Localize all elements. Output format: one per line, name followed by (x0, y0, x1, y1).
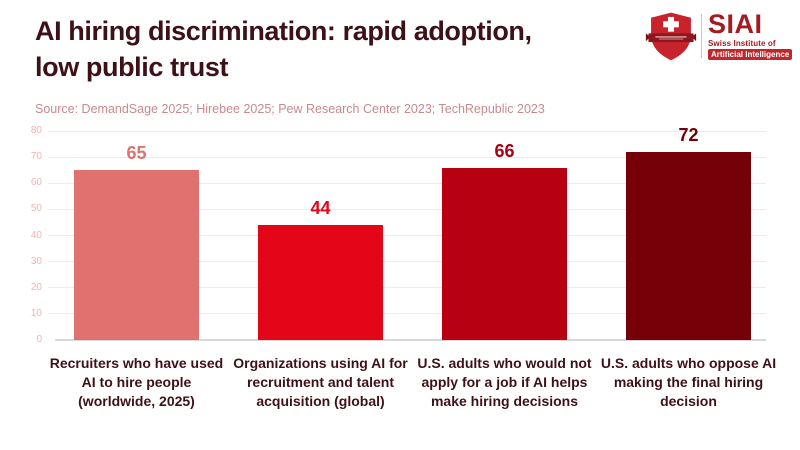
y-tick-label: 80 (30, 125, 42, 136)
y-tick-label: 40 (30, 229, 42, 241)
x-axis-line (55, 339, 766, 341)
bar (74, 170, 199, 340)
category-label: Recruiters who have used AI to hire peop… (49, 355, 224, 410)
bar-value-label: 65 (126, 143, 147, 164)
gridline (48, 287, 766, 289)
category-label: Organizations using AI for recruitment a… (233, 355, 408, 410)
bar (626, 151, 751, 340)
bar (442, 167, 567, 340)
siai-logo: SIAI Swiss Institute of Artificial Intel… (645, 8, 793, 62)
category-label: U.S. adults who oppose AI making the fin… (600, 355, 777, 410)
y-tick-label: 20 (30, 281, 42, 293)
logo-divider (701, 14, 702, 58)
bar-value-label: 44 (310, 198, 331, 219)
y-tick-label: 70 (30, 151, 42, 163)
bar (258, 225, 383, 340)
category-label: U.S. adults who would not apply for a jo… (417, 355, 592, 410)
logo-subtitle-2: Artificial Intelligence (708, 49, 793, 61)
page-title: AI hiring discrimination: rapid adoption… (35, 14, 635, 85)
title-line-1: AI hiring discrimination: rapid adoption… (35, 16, 532, 46)
gridline (48, 156, 766, 158)
bar-value-label: 72 (678, 124, 699, 145)
logo-text-block: SIAI Swiss Institute of Artificial Intel… (708, 8, 793, 61)
gridline (48, 182, 766, 184)
y-tick-label: 10 (30, 307, 42, 319)
gridline (48, 261, 766, 263)
gridline (48, 313, 766, 315)
gridline (48, 130, 766, 132)
gridline (48, 208, 766, 210)
y-tick-label: 60 (30, 177, 42, 189)
logo-subtitle-1: Swiss Institute of (708, 39, 776, 49)
y-tick-label: 0 (36, 334, 42, 345)
logo-acronym: SIAI (708, 8, 763, 39)
title-line-2: low public trust (35, 51, 229, 82)
gridline (48, 235, 766, 236)
y-tick-label: 50 (30, 203, 42, 215)
bar-value-label: 66 (494, 140, 515, 161)
y-tick-label: 30 (30, 255, 42, 267)
siai-shield-icon (645, 12, 697, 61)
source-caption: Source: DemandSage 2025; Hirebee 2025; P… (35, 102, 545, 116)
